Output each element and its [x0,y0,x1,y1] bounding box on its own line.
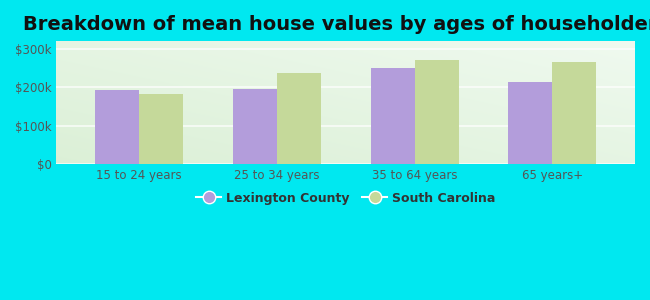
Bar [370,68,415,164]
Bar [139,94,183,164]
Bar [277,73,321,164]
Title: Breakdown of mean house values by ages of householders: Breakdown of mean house values by ages o… [23,15,650,34]
Bar [233,89,277,164]
Bar [415,60,459,164]
Bar [508,82,552,164]
Legend: Lexington County, South Carolina: Lexington County, South Carolina [191,187,500,210]
Bar [95,90,139,164]
Bar [552,62,597,164]
